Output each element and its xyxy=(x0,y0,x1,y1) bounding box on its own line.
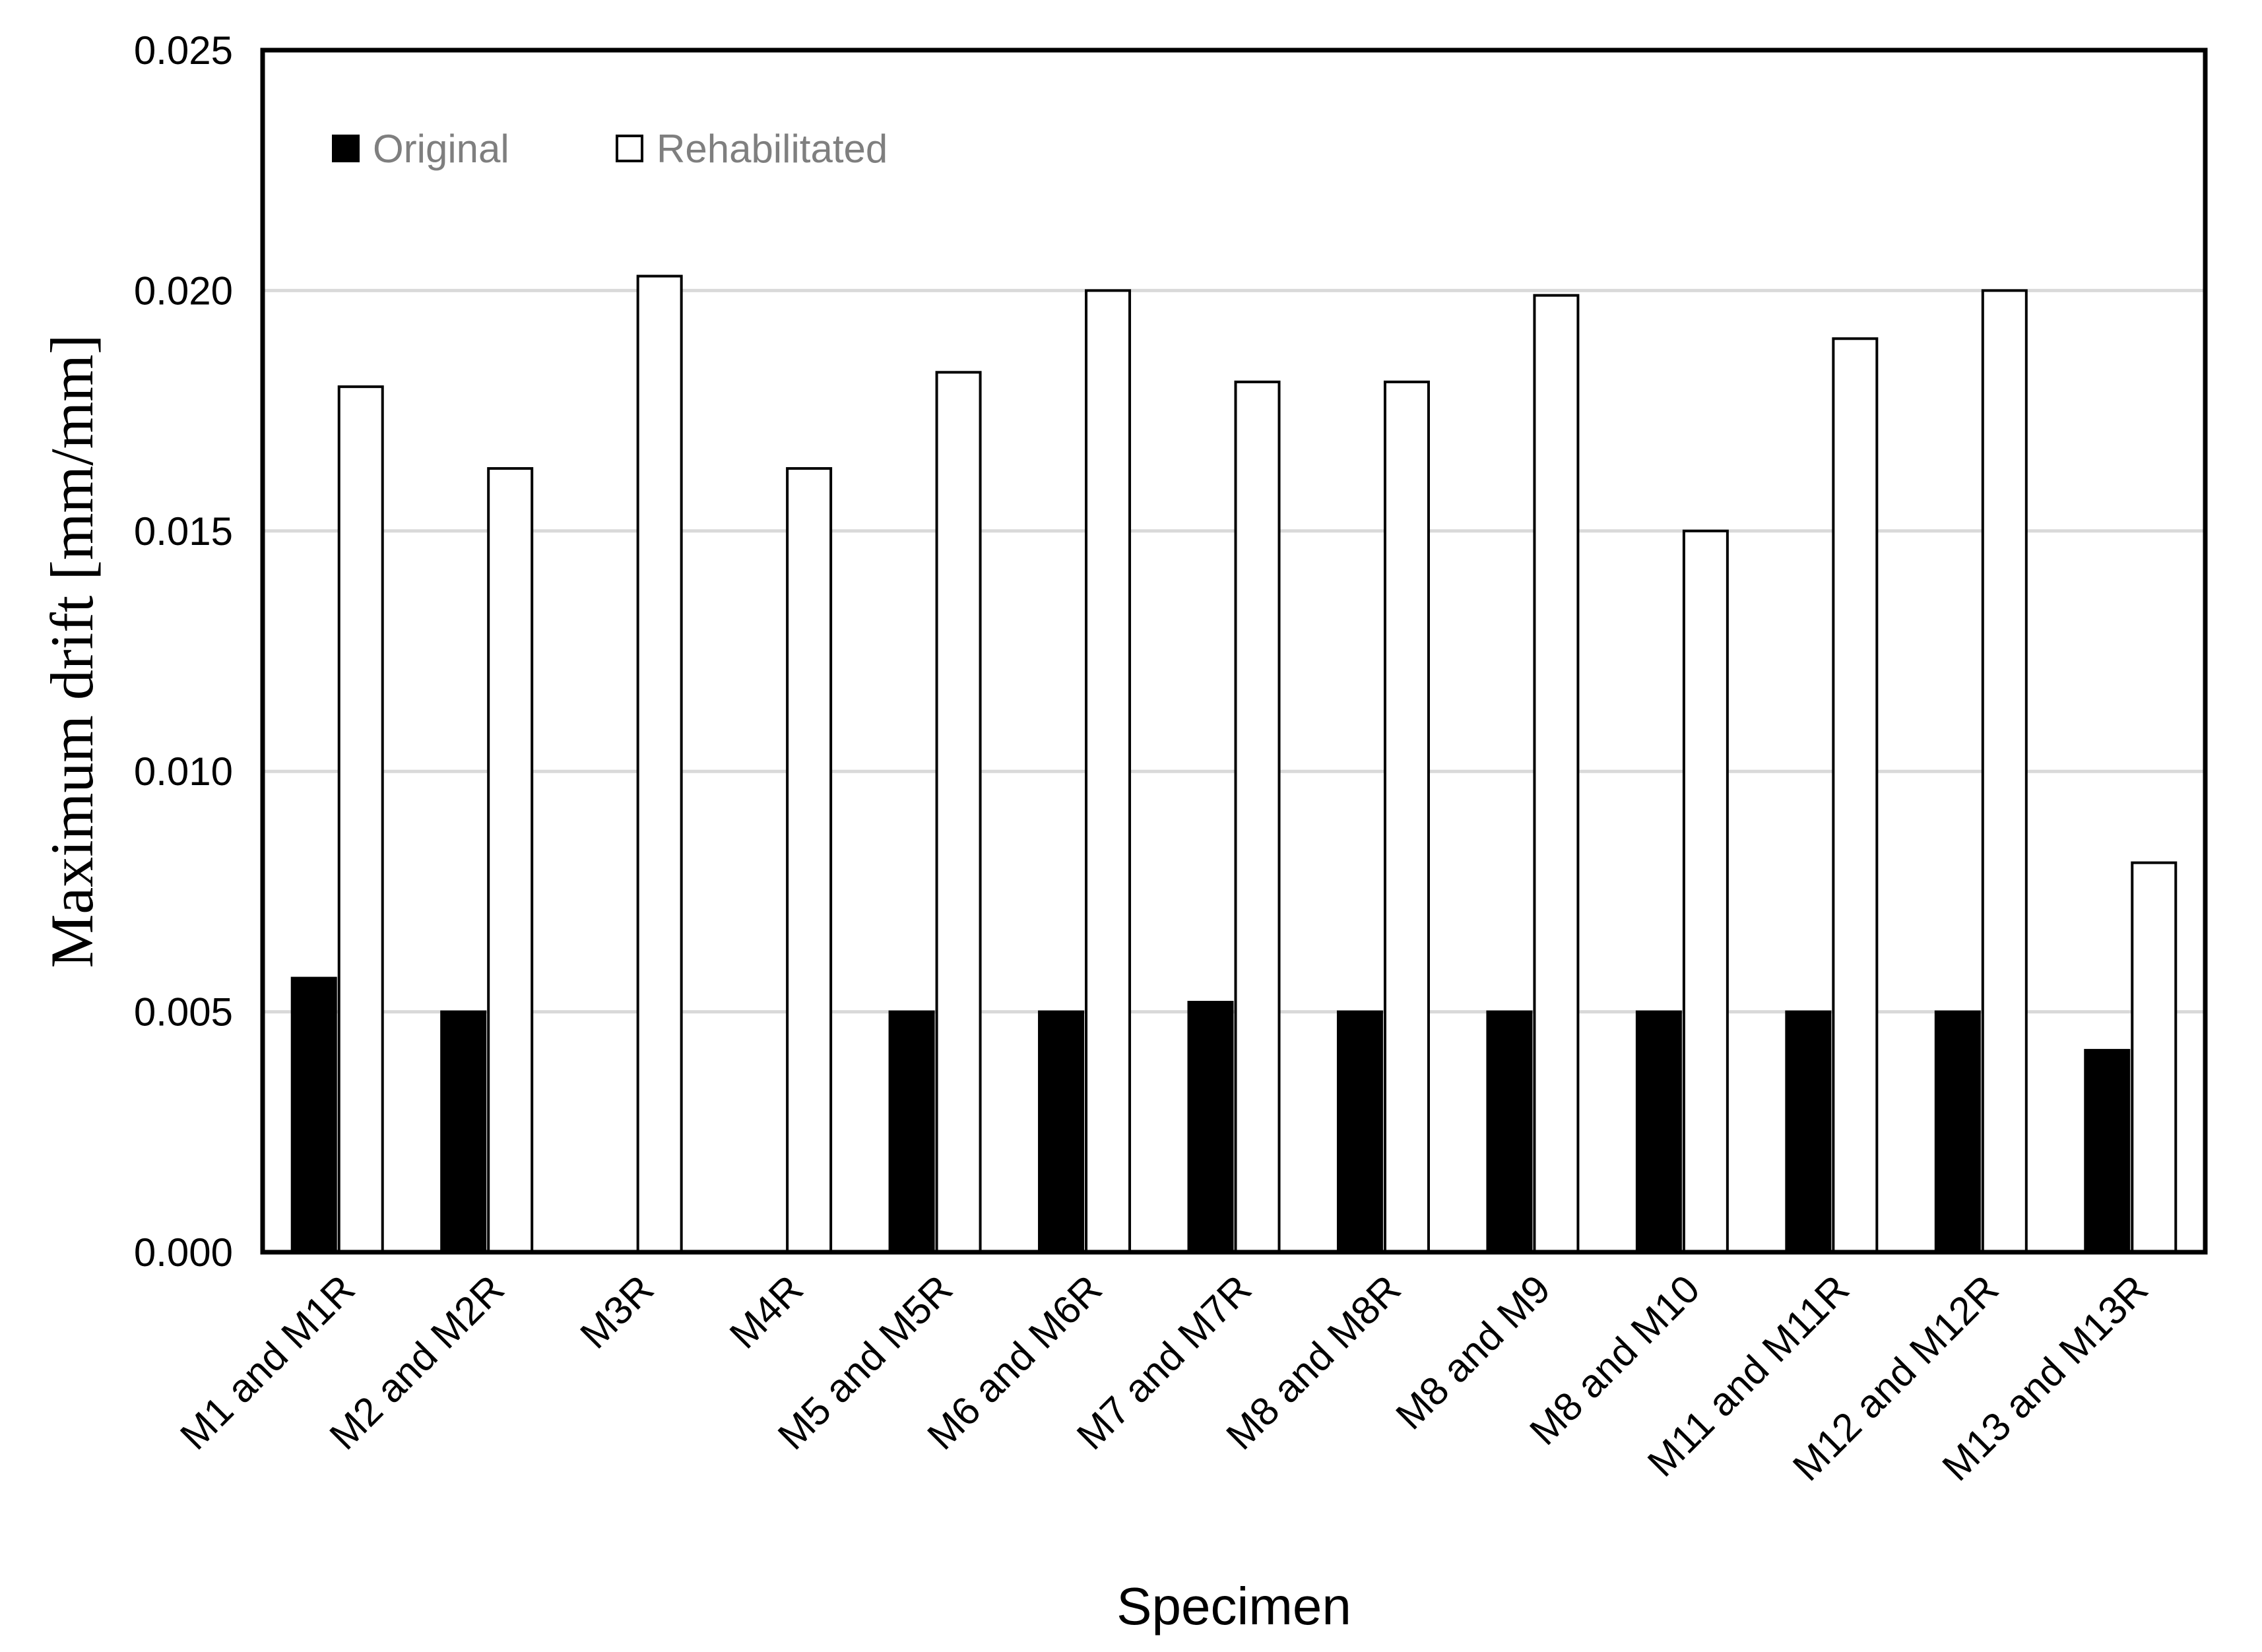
bar-rehabilitated-2 xyxy=(487,467,534,1254)
bar-rehabilitated-6 xyxy=(1085,289,1132,1254)
y-tick-label: 0.020 xyxy=(134,269,233,313)
bar-original-12 xyxy=(1934,1010,1981,1254)
bar-original-2 xyxy=(440,1010,487,1254)
y-tick-label: 0.010 xyxy=(134,749,233,794)
bar-rehabilitated-5 xyxy=(935,371,982,1254)
bar-original-6 xyxy=(1038,1010,1085,1254)
bar-original-9 xyxy=(1486,1010,1533,1254)
bar-original-11 xyxy=(1785,1010,1832,1254)
gridlines xyxy=(263,288,2205,1014)
x-axis-title: Specimen xyxy=(1116,1577,1351,1636)
y-axis-ticks: 0.000 0.005 0.010 0.015 0.020 0.025 xyxy=(134,28,233,1275)
y-tick-label: 0.000 xyxy=(134,1230,233,1275)
bar-original-7 xyxy=(1187,1001,1234,1254)
y-tick-label: 0.015 xyxy=(134,509,233,554)
bar-rehabilitated-3 xyxy=(636,274,683,1254)
legend-label-rehabilitated: Rehabilitated xyxy=(657,127,888,171)
legend-label-original: Original xyxy=(373,127,509,171)
plot-area-frame xyxy=(260,48,2208,1255)
y-axis-title: Maximum drift [mm/mm] xyxy=(38,334,106,969)
bar-rehabilitated-7 xyxy=(1234,380,1281,1254)
bar-original-1 xyxy=(290,976,337,1254)
bar-rehabilitated-13 xyxy=(2131,861,2178,1254)
y-tick-label: 0.025 xyxy=(134,28,233,73)
bar-original-8 xyxy=(1336,1010,1383,1254)
bar-rehabilitated-8 xyxy=(1383,380,1430,1254)
x-tick-label: M3R xyxy=(571,1267,662,1357)
bar-rehabilitated-10 xyxy=(1682,529,1729,1254)
x-tick-label: M4R xyxy=(721,1267,812,1357)
legend: Original Rehabilitated xyxy=(332,127,888,171)
bar-rehabilitated-9 xyxy=(1533,294,1580,1254)
legend-swatch-rehabilitated xyxy=(616,135,643,162)
bar-original-5 xyxy=(888,1010,935,1254)
bar-rehabilitated-1 xyxy=(337,385,384,1254)
bar-rehabilitated-12 xyxy=(1981,289,2028,1254)
y-tick-label: 0.005 xyxy=(134,990,233,1034)
bars xyxy=(290,274,2178,1254)
legend-swatch-original xyxy=(332,135,360,162)
bar-rehabilitated-4 xyxy=(786,467,833,1254)
bar-original-10 xyxy=(1635,1010,1682,1254)
bar-rehabilitated-11 xyxy=(1832,337,1879,1254)
bar-original-13 xyxy=(2084,1048,2131,1254)
